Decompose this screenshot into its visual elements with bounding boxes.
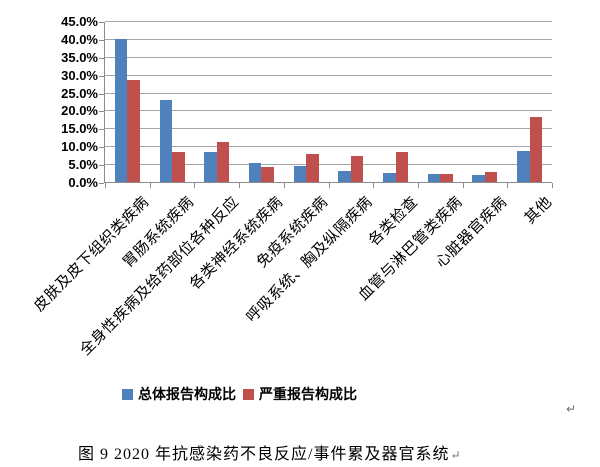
bar-total bbox=[338, 171, 351, 182]
bar-total bbox=[204, 152, 217, 182]
x-axis-tick bbox=[283, 183, 285, 188]
y-axis-tick-label: 20.0% bbox=[61, 103, 98, 119]
y-gridline bbox=[105, 38, 552, 40]
y-axis-tick-label: 45.0% bbox=[61, 14, 98, 29]
bar-total bbox=[114, 39, 128, 182]
y-axis-tick bbox=[99, 22, 104, 23]
bar-serious bbox=[261, 166, 274, 182]
y-gridline bbox=[105, 164, 552, 166]
legend-swatch-total-icon bbox=[122, 388, 133, 400]
bar-serious bbox=[306, 153, 319, 182]
x-axis-tick bbox=[507, 183, 509, 188]
caption-return-mark-icon: ↵ bbox=[450, 448, 461, 462]
x-axis-tick bbox=[552, 183, 553, 188]
legend-item-total: 总体报告构成比 bbox=[122, 384, 236, 404]
y-axis-tick-label: 25.0% bbox=[61, 85, 98, 101]
y-axis-tick bbox=[99, 129, 104, 131]
bar-serious bbox=[395, 151, 409, 182]
y-axis-tick bbox=[99, 75, 104, 77]
y-gridline bbox=[105, 146, 552, 148]
x-axis-tick bbox=[105, 183, 106, 188]
y-axis-tick-label: 0.0% bbox=[68, 175, 98, 190]
x-axis-tick bbox=[328, 183, 330, 188]
x-axis-line bbox=[104, 182, 552, 183]
y-axis-tick-label: 40.0% bbox=[61, 31, 98, 47]
bar-total bbox=[472, 174, 485, 182]
plot-area bbox=[99, 21, 553, 188]
legend-swatch-serious-icon bbox=[243, 388, 254, 400]
x-axis-tick bbox=[239, 183, 241, 188]
y-gridline bbox=[105, 21, 552, 22]
y-axis-labels: 45.0% 40.0% 35.0% 30.0% 25.0% 20.0% 15.0% 10.0%… bbox=[0, 14, 99, 190]
paragraph-return-mark-icon: ↵ bbox=[566, 402, 577, 416]
y-gridline bbox=[105, 56, 552, 58]
x-axis-tick bbox=[194, 183, 196, 188]
bar-serious bbox=[529, 116, 543, 182]
bar-serious bbox=[127, 79, 140, 182]
bar-total bbox=[517, 151, 530, 182]
bar-serious bbox=[216, 142, 230, 182]
y-gridline bbox=[105, 128, 552, 130]
bar-serious bbox=[440, 174, 453, 182]
y-axis-tick bbox=[99, 39, 104, 41]
bar-serious bbox=[484, 172, 498, 182]
bar-total bbox=[293, 166, 307, 182]
y-gridline bbox=[105, 74, 552, 76]
bar-total bbox=[159, 99, 173, 182]
x-axis-category-label: 其他 bbox=[521, 193, 555, 228]
y-axis-tick bbox=[99, 93, 104, 95]
y-gridline bbox=[105, 110, 552, 112]
bar-total bbox=[248, 162, 262, 182]
y-axis-tick bbox=[99, 57, 104, 59]
y-axis-tick-label: 5.0% bbox=[68, 157, 98, 173]
y-axis-tick bbox=[99, 111, 104, 113]
legend-label-total: 总体报告构成比 bbox=[138, 386, 236, 402]
x-axis-tick bbox=[373, 183, 375, 188]
y-axis-tick-label: 30.0% bbox=[61, 67, 98, 83]
legend: 总体报告构成比 严重报告构成比 bbox=[122, 384, 357, 404]
bar-serious bbox=[350, 156, 364, 182]
y-axis-tick bbox=[99, 183, 104, 184]
y-axis-line bbox=[104, 22, 105, 183]
y-axis-tick-label: 10.0% bbox=[61, 139, 98, 155]
y-axis-tick bbox=[99, 165, 104, 167]
x-axis-tick bbox=[417, 183, 419, 188]
legend-label-serious: 严重报告构成比 bbox=[259, 386, 357, 402]
figure-caption: 图 9 2020 年抗感染药不良反应/事件累及器官系统↵ bbox=[78, 440, 461, 464]
y-axis-tick-label: 15.0% bbox=[61, 121, 98, 137]
legend-item-serious: 严重报告构成比 bbox=[243, 384, 357, 404]
bar-total bbox=[427, 174, 441, 182]
bar-total bbox=[383, 172, 396, 182]
y-axis-tick-label: 35.0% bbox=[61, 49, 98, 65]
bar-serious bbox=[172, 152, 185, 182]
x-axis-tick bbox=[462, 183, 464, 188]
caption-text: 图 9 2020 年抗感染药不良反应/事件累及器官系统 bbox=[78, 446, 450, 463]
y-axis-tick bbox=[99, 147, 104, 149]
y-gridline bbox=[105, 92, 552, 94]
x-axis-tick bbox=[149, 183, 151, 188]
